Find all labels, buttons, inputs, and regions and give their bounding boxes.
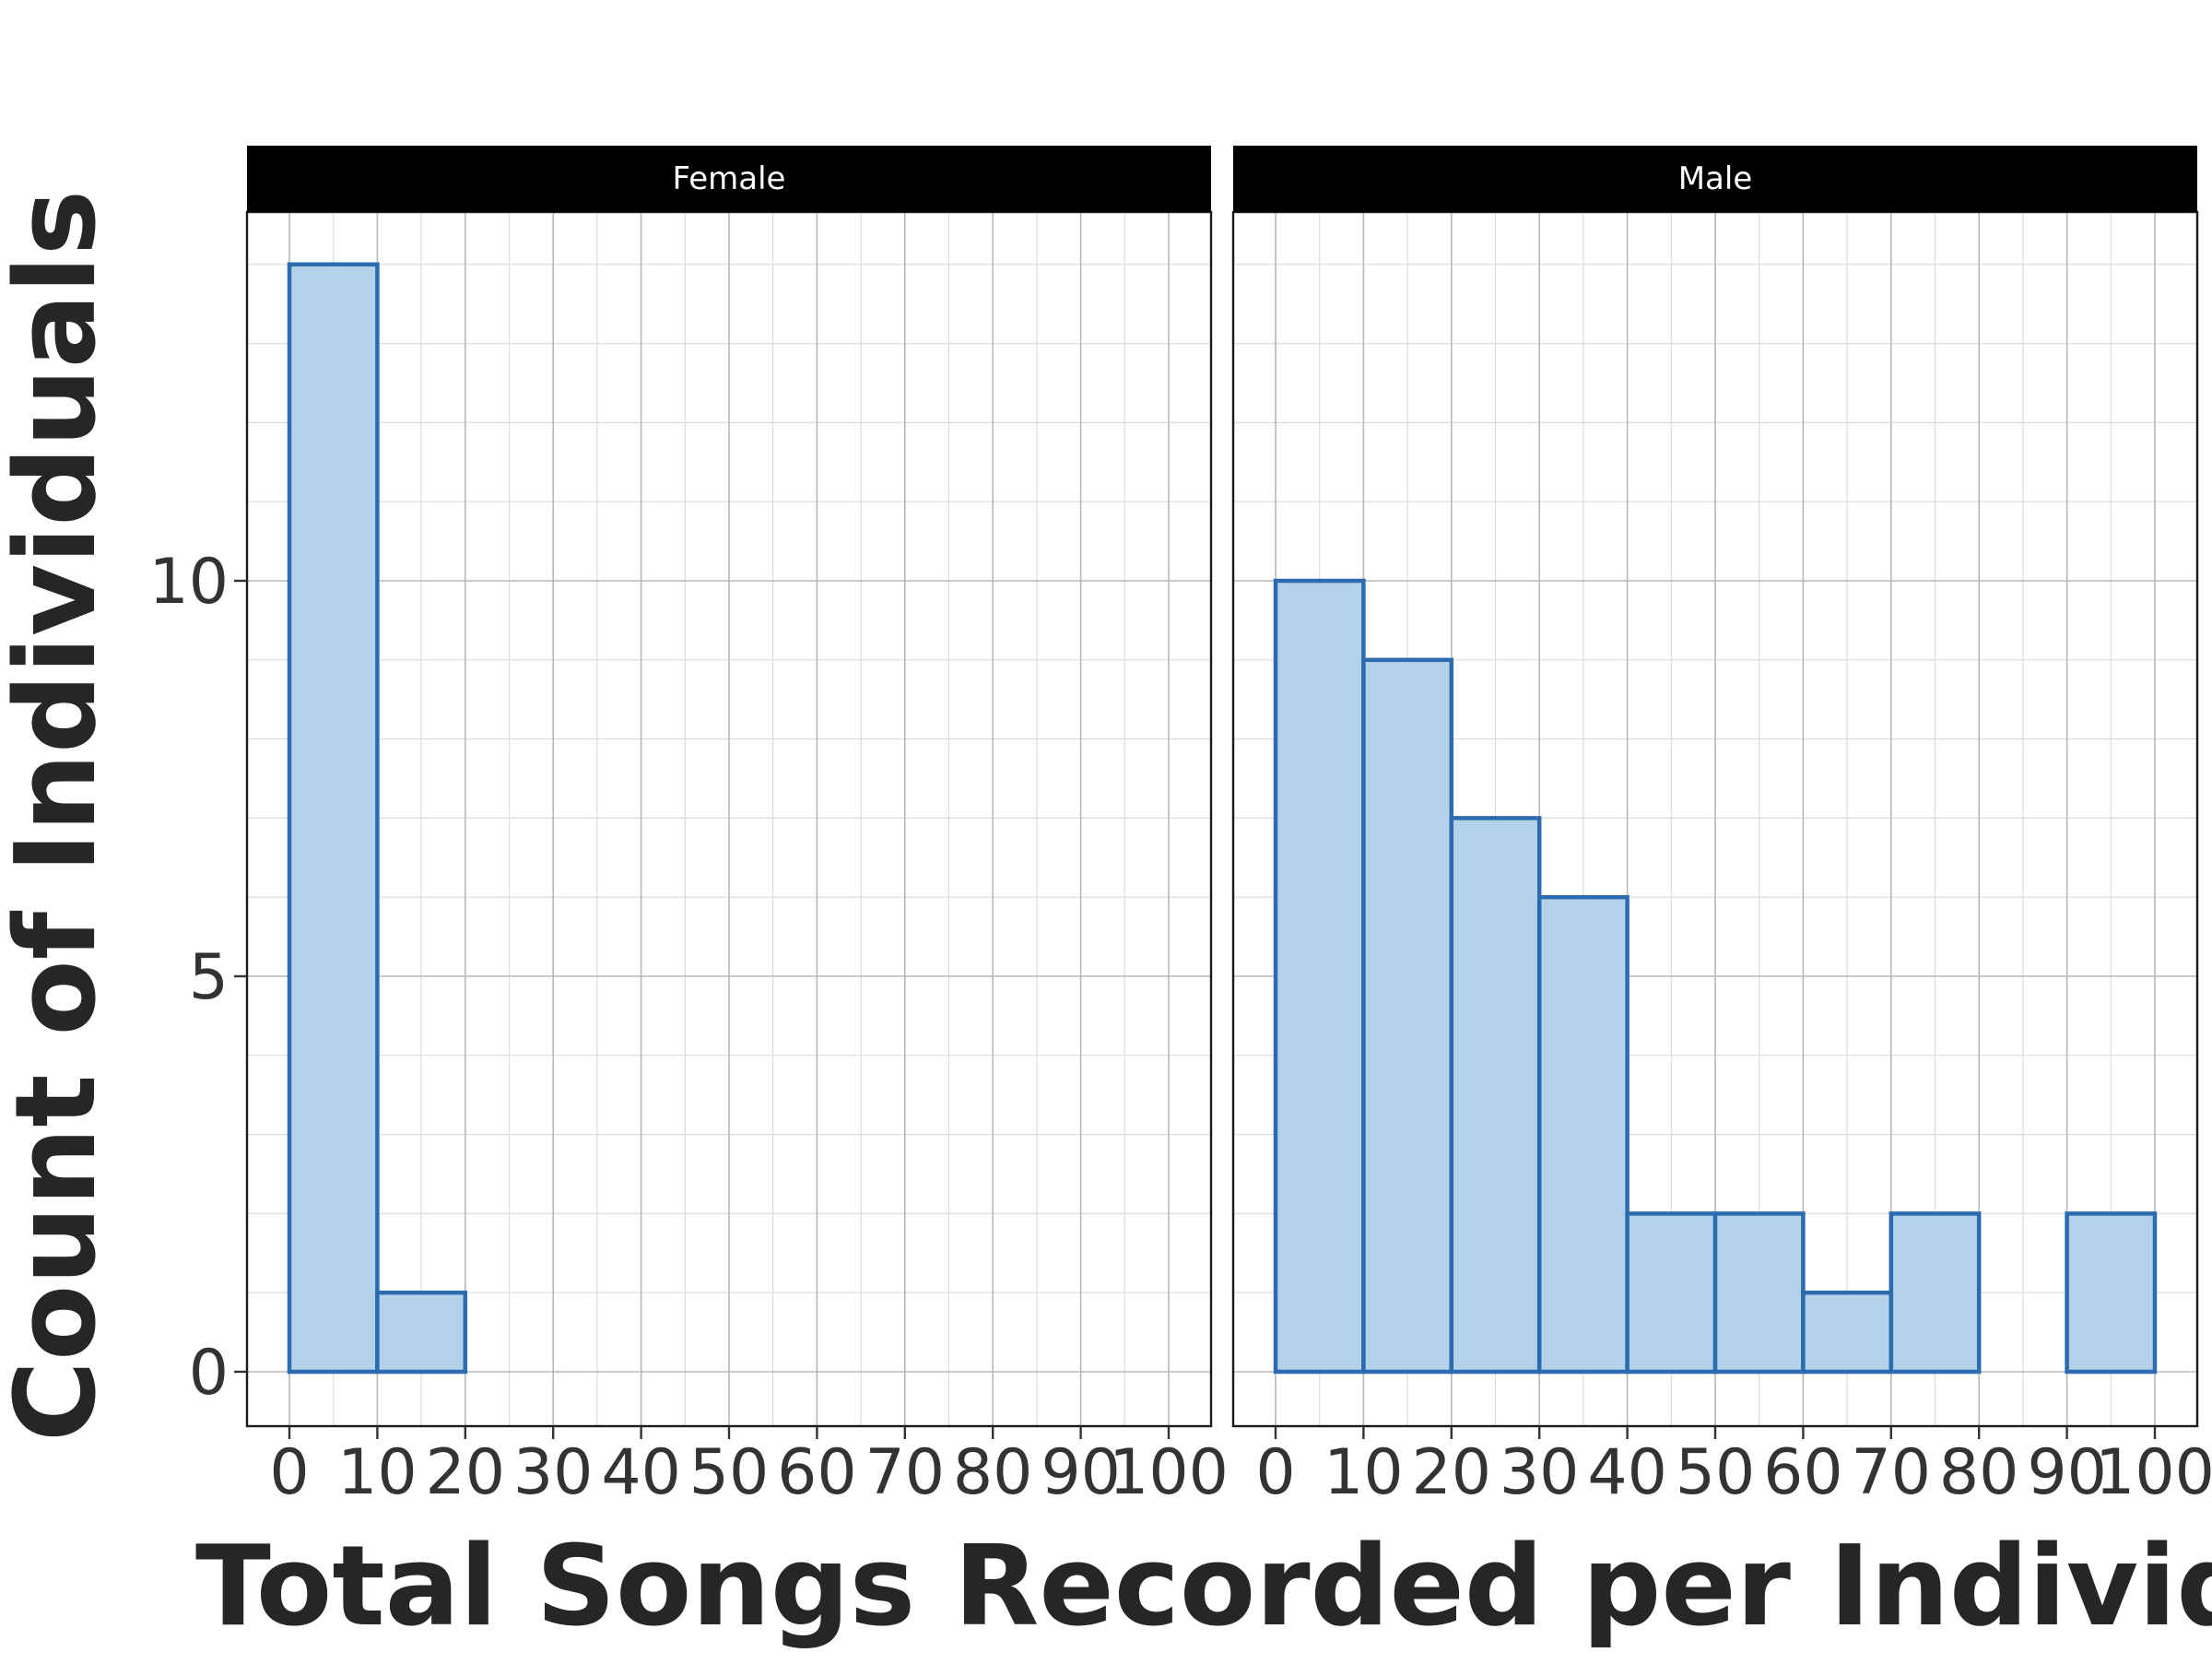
female-strip-label: Female: [673, 160, 786, 197]
male-x-tick-label: 60: [1763, 1436, 1843, 1509]
female-strip: [247, 146, 1211, 212]
y-tick-label: 10: [148, 546, 229, 619]
female-x-tick-label: 50: [689, 1436, 770, 1509]
female-x-tick-label: 80: [953, 1436, 1033, 1509]
female-x-tick-label: 30: [513, 1436, 594, 1509]
male-x-tick-label: 70: [1852, 1436, 1932, 1509]
male-strip: [1233, 146, 2197, 212]
male-bar: [1273, 578, 1366, 1375]
male-x-tick-label: 50: [1676, 1436, 1756, 1509]
male-x-tick-label: 10: [1324, 1436, 1404, 1509]
male-x-tick-label: 40: [1587, 1436, 1667, 1509]
male-x-tick-label: 0: [1255, 1436, 1295, 1509]
female-x-tick-label: 0: [269, 1436, 309, 1509]
male-bar: [1888, 1211, 1982, 1375]
male-bar: [2065, 1211, 2158, 1375]
male-bar: [1625, 1211, 1718, 1375]
male-bar: [1801, 1290, 1894, 1375]
y-tick-label: 5: [189, 941, 229, 1014]
male-x-tick-label: 90: [2027, 1436, 2107, 1509]
female-bar: [287, 262, 380, 1375]
male-bar: [1361, 657, 1454, 1375]
female-x-tick-label: 100: [1109, 1436, 1229, 1509]
male-x-tick-label: 100: [2095, 1436, 2212, 1509]
female-bar: [375, 1290, 468, 1375]
female-x-tick-label: 60: [777, 1436, 857, 1509]
x-axis-title: Total Songs Recorded per Individua: [195, 1523, 2212, 1651]
male-strip-label: Male: [1678, 160, 1753, 197]
male-x-tick-label: 30: [1500, 1436, 1580, 1509]
female-x-tick-label: 20: [426, 1436, 506, 1509]
male-x-tick-label: 20: [1412, 1436, 1492, 1509]
male-bar: [1449, 816, 1542, 1375]
male-bar: [1712, 1211, 1806, 1375]
male-bar: [1536, 894, 1630, 1375]
female-x-tick-label: 70: [865, 1436, 946, 1509]
y-axis-title: Count of Individuals: [0, 190, 121, 1442]
female-x-tick-label: 10: [337, 1436, 418, 1509]
female-x-tick-label: 90: [1041, 1436, 1121, 1509]
male-x-tick-label: 80: [1939, 1436, 2019, 1509]
y-tick-label: 0: [189, 1337, 229, 1410]
female-x-tick-label: 40: [601, 1436, 681, 1509]
